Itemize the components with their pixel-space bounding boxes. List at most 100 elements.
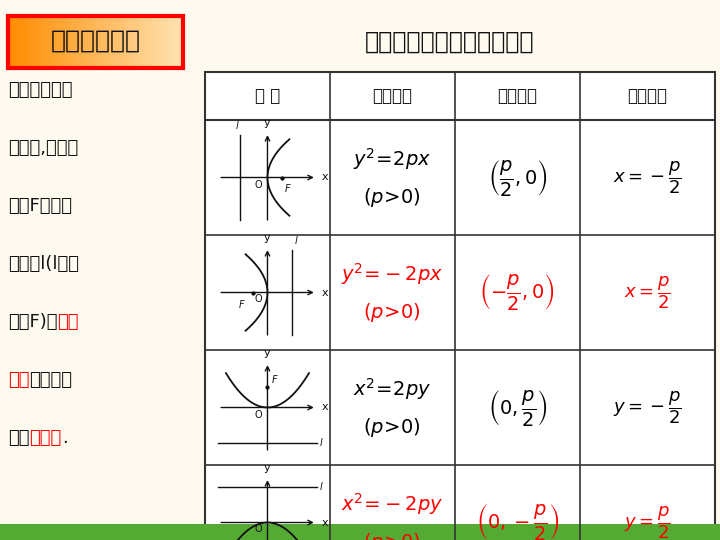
Text: $\left(0,\dfrac{p}{2}\right)$: $\left(0,\dfrac{p}{2}\right)$	[487, 388, 547, 428]
Bar	[96, 16, 99, 68]
Bar	[169, 16, 173, 68]
Text: $\left(-\dfrac{p}{2},0\right)$: $\left(-\dfrac{p}{2},0\right)$	[480, 273, 555, 313]
Text: $x=-\dfrac{p}{2}$: $x=-\dfrac{p}{2}$	[613, 159, 682, 196]
Bar	[0, 524, 720, 540]
Text: 过点F)的: 过点F)的	[8, 313, 58, 331]
Text: $x=\dfrac{p}{2}$: $x=\dfrac{p}{2}$	[624, 274, 671, 311]
Text: F: F	[285, 185, 291, 194]
Bar	[25, 16, 30, 68]
Bar	[166, 16, 169, 68]
Bar	[162, 16, 166, 68]
Text: x: x	[322, 287, 328, 298]
Bar	[53, 16, 58, 68]
Text: y: y	[264, 463, 271, 473]
Text: l: l	[320, 438, 323, 448]
Bar	[19, 16, 22, 68]
Text: x: x	[322, 172, 328, 183]
Text: l: l	[320, 482, 323, 491]
Text: 标准方程: 标准方程	[372, 87, 413, 105]
Text: $y^2\!=\!2px$
$(p\!>\!0)$: $y^2\!=\!2px$ $(p\!>\!0)$	[354, 146, 431, 209]
Bar	[32, 16, 37, 68]
Bar	[60, 16, 65, 68]
Text: 定义：在一共: 定义：在一共	[8, 81, 73, 99]
Text: 定直线l(l不经: 定直线l(l不经	[8, 255, 79, 273]
Bar	[109, 16, 114, 68]
Text: x: x	[322, 517, 328, 528]
Bar	[71, 16, 75, 68]
Bar	[141, 16, 145, 68]
Text: O: O	[255, 409, 262, 420]
Bar	[47, 16, 50, 68]
Bar	[85, 16, 89, 68]
Bar	[173, 16, 176, 68]
Text: y: y	[264, 348, 271, 358]
Bar	[158, 16, 163, 68]
Bar	[102, 16, 107, 68]
Bar	[145, 16, 148, 68]
Bar	[78, 16, 82, 68]
Bar	[8, 16, 183, 68]
Bar	[138, 16, 142, 68]
Bar	[117, 16, 120, 68]
Bar	[179, 16, 184, 68]
Text: 抛物线的定义以及标准方程: 抛物线的定义以及标准方程	[365, 30, 535, 54]
Bar	[176, 16, 180, 68]
Text: 焦点坐标: 焦点坐标	[498, 87, 537, 105]
Text: O: O	[255, 294, 262, 305]
Bar	[151, 16, 156, 68]
Text: O: O	[255, 524, 262, 535]
Text: O: O	[255, 179, 262, 190]
Bar	[89, 16, 92, 68]
Text: $\left(\dfrac{p}{2},0\right)$: $\left(\dfrac{p}{2},0\right)$	[487, 158, 547, 198]
Text: 图 形: 图 形	[255, 87, 280, 105]
Bar	[74, 16, 78, 68]
Text: l: l	[236, 121, 239, 131]
Text: $y=-\dfrac{p}{2}$: $y=-\dfrac{p}{2}$	[613, 389, 682, 426]
Bar	[127, 16, 131, 68]
Text: 平面内,与一个: 平面内,与一个	[8, 139, 78, 157]
Bar	[50, 16, 54, 68]
Text: 准线方程: 准线方程	[627, 87, 667, 105]
Bar	[99, 16, 103, 68]
Text: 抛物线: 抛物线	[30, 429, 62, 447]
Bar	[68, 16, 71, 68]
Text: $x^2\!=\!-2py$
$(p\!>\!0)$: $x^2\!=\!-2py$ $(p\!>\!0)$	[341, 491, 444, 540]
Text: $x^2\!=\!2py$
$(p\!>\!0)$: $x^2\!=\!2py$ $(p\!>\!0)$	[354, 376, 431, 438]
Bar	[22, 16, 26, 68]
Bar	[130, 16, 135, 68]
Text: 距离: 距离	[58, 313, 79, 331]
Bar	[155, 16, 159, 68]
Bar	[120, 16, 124, 68]
Bar	[106, 16, 110, 68]
Bar	[113, 16, 117, 68]
Bar	[81, 16, 86, 68]
Bar	[92, 16, 96, 68]
Bar	[15, 16, 19, 68]
Bar	[12, 16, 16, 68]
Bar	[36, 16, 40, 68]
Bar	[124, 16, 127, 68]
Text: 一、知识回顾: 一、知识回顾	[50, 29, 140, 53]
Text: 相等: 相等	[8, 371, 30, 389]
Text: .: .	[62, 429, 68, 447]
Text: 迹叫: 迹叫	[8, 429, 30, 447]
Bar	[57, 16, 61, 68]
Text: y: y	[264, 233, 271, 243]
Text: $y^2\!=\!-2px$
$(p\!>\!0)$: $y^2\!=\!-2px$ $(p\!>\!0)$	[341, 261, 444, 324]
Text: y: y	[264, 118, 271, 128]
Bar	[148, 16, 152, 68]
Text: F: F	[239, 300, 244, 309]
Text: 定点F和一条: 定点F和一条	[8, 197, 72, 215]
Bar	[40, 16, 43, 68]
Text: l: l	[295, 236, 298, 246]
Text: x: x	[322, 402, 328, 413]
Bar	[205, 72, 715, 540]
Bar	[8, 16, 12, 68]
Bar	[29, 16, 33, 68]
Bar	[43, 16, 47, 68]
Text: $y=\dfrac{p}{2}$: $y=\dfrac{p}{2}$	[624, 504, 671, 540]
Text: F: F	[271, 375, 277, 385]
Text: $\left(0,-\dfrac{p}{2}\right)$: $\left(0,-\dfrac{p}{2}\right)$	[476, 503, 559, 540]
Bar	[64, 16, 68, 68]
Bar	[134, 16, 138, 68]
